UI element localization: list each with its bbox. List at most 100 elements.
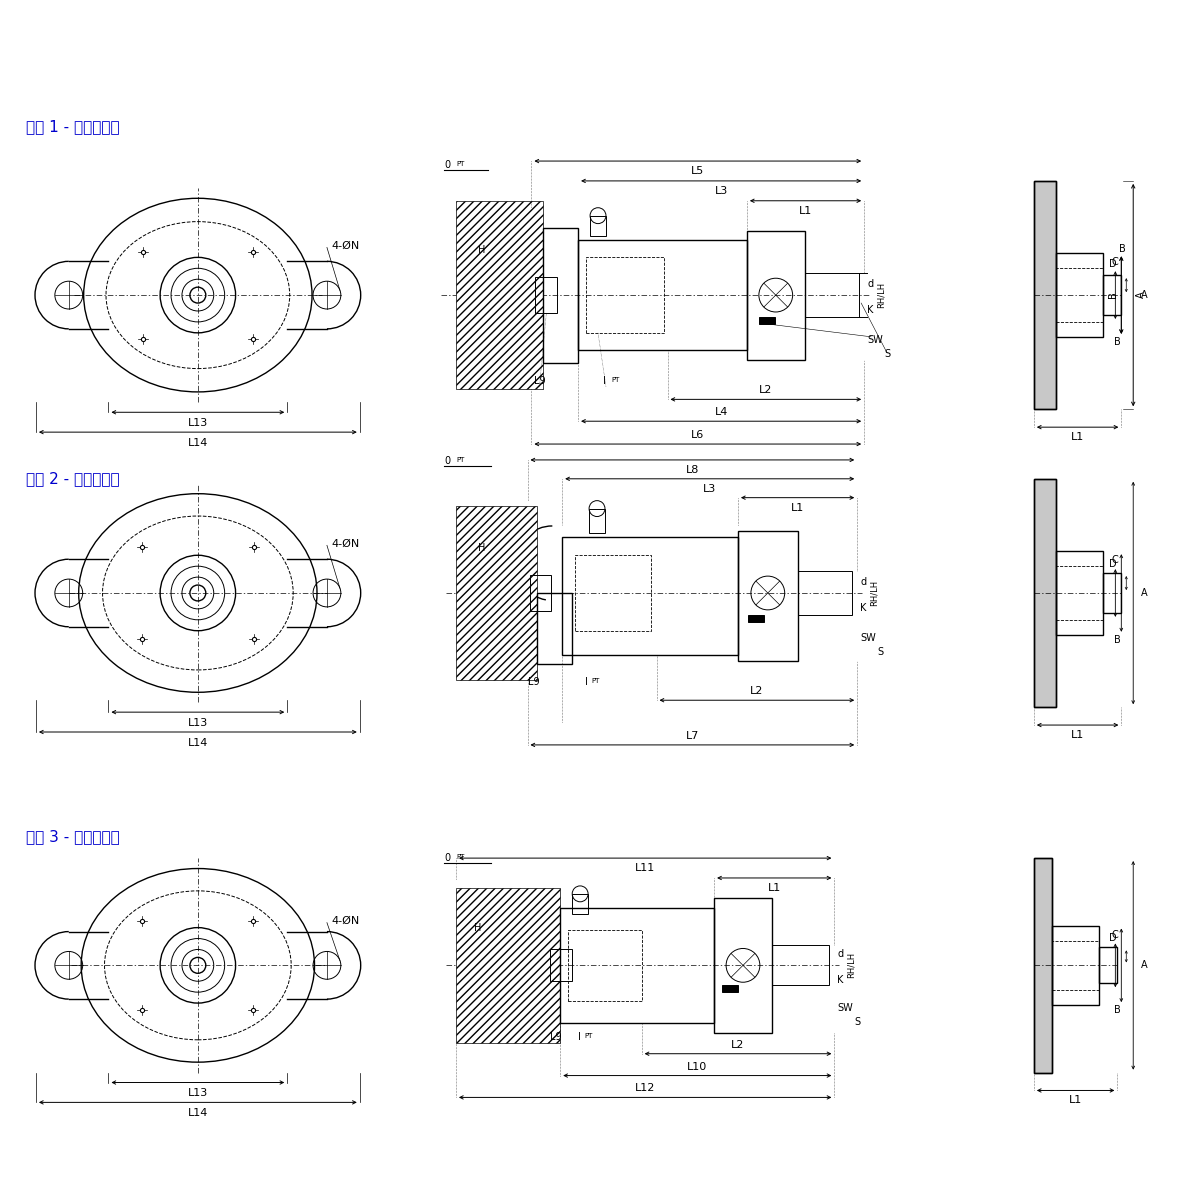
Text: RH/LH: RH/LH	[870, 580, 878, 606]
Text: A: A	[1136, 292, 1146, 298]
Text: D: D	[1109, 560, 1117, 569]
Text: PT: PT	[456, 854, 464, 860]
Text: L1: L1	[1070, 730, 1085, 741]
Bar	[1034, 858, 1051, 1073]
Bar	[804, 273, 859, 317]
Text: C: C	[1111, 258, 1118, 267]
Bar	[456, 888, 560, 1042]
Bar	[590, 215, 606, 235]
Text: B: B	[1115, 1006, 1121, 1015]
Text: A: A	[1141, 290, 1147, 300]
Text: L9: L9	[550, 1032, 562, 1042]
Bar	[748, 615, 764, 622]
Text: L13: L13	[187, 1088, 208, 1099]
Text: L14: L14	[187, 738, 208, 748]
Text: PT: PT	[611, 377, 619, 383]
Bar	[1051, 940, 1099, 990]
Text: H: H	[478, 543, 485, 554]
Text: 0: 0	[444, 455, 450, 466]
Text: L9: L9	[534, 376, 545, 387]
Text: 0: 0	[444, 853, 450, 864]
Bar	[589, 509, 605, 534]
Text: L1: L1	[768, 883, 781, 893]
Text: I: I	[578, 1032, 581, 1042]
Text: D: D	[1109, 259, 1117, 270]
Text: 4-ØN: 4-ØN	[332, 538, 360, 549]
Bar	[1056, 269, 1104, 322]
Text: H: H	[478, 245, 485, 256]
Bar	[1056, 551, 1104, 635]
Bar	[1099, 948, 1117, 983]
Bar	[569, 930, 642, 1001]
Bar	[572, 894, 588, 913]
Bar	[714, 898, 772, 1033]
Text: H: H	[474, 923, 481, 932]
Text: L2: L2	[731, 1040, 745, 1049]
Text: 形式 2 - 内管固定式: 形式 2 - 内管固定式	[26, 471, 120, 486]
Bar	[575, 555, 650, 631]
Text: L13: L13	[187, 718, 208, 728]
Text: L7: L7	[685, 731, 700, 741]
Text: L1: L1	[799, 206, 812, 215]
Text: d: d	[860, 577, 866, 587]
Bar	[772, 945, 829, 985]
Text: C: C	[1111, 930, 1118, 939]
Text: SW: SW	[860, 633, 876, 642]
Bar	[578, 240, 746, 350]
Text: 形式 3 - 内管固定式: 形式 3 - 内管固定式	[26, 829, 120, 843]
Text: L1: L1	[1069, 1095, 1082, 1105]
Text: PT: PT	[592, 678, 600, 684]
Text: B: B	[1115, 337, 1121, 347]
Text: B: B	[1115, 634, 1121, 645]
Bar	[1056, 567, 1104, 620]
Text: 形式 1 - 内管固定式: 形式 1 - 内管固定式	[26, 118, 120, 134]
Text: RH/LH: RH/LH	[876, 282, 886, 308]
Bar	[1034, 181, 1056, 409]
Bar	[1056, 253, 1104, 337]
Bar	[535, 277, 557, 313]
Text: L1: L1	[791, 503, 804, 512]
Text: L12: L12	[635, 1084, 655, 1093]
Text: PT: PT	[456, 457, 464, 463]
Bar	[1034, 479, 1056, 707]
Text: I: I	[604, 376, 606, 387]
Text: 4-ØN: 4-ØN	[332, 240, 360, 251]
Text: A: A	[1141, 588, 1147, 597]
Bar	[586, 258, 664, 332]
Text: SW: SW	[868, 335, 883, 344]
Bar	[560, 907, 714, 1023]
Bar	[738, 531, 798, 660]
Bar	[758, 317, 775, 324]
Text: S: S	[854, 1017, 860, 1027]
Text: L11: L11	[635, 864, 655, 873]
Text: D: D	[1109, 932, 1117, 943]
Bar	[798, 571, 852, 615]
Text: B: B	[1120, 245, 1126, 254]
Bar	[746, 231, 804, 360]
Bar	[456, 505, 538, 680]
Text: 4-ØN: 4-ØN	[332, 916, 360, 925]
Bar	[1104, 573, 1121, 613]
Text: PT: PT	[584, 1033, 593, 1039]
Text: A: A	[1141, 961, 1147, 970]
Text: K: K	[868, 305, 874, 315]
Text: PT: PT	[456, 161, 464, 167]
Bar	[722, 985, 738, 993]
Text: d: d	[838, 950, 844, 959]
Text: K: K	[860, 603, 866, 613]
Text: SW: SW	[838, 1003, 853, 1013]
Bar	[551, 950, 572, 981]
Text: d: d	[868, 279, 874, 289]
Text: K: K	[838, 975, 844, 985]
Text: L3: L3	[714, 186, 727, 196]
Text: L2: L2	[760, 386, 773, 395]
Text: 0: 0	[444, 160, 450, 170]
Bar	[1034, 858, 1051, 1073]
Bar	[1034, 181, 1056, 409]
Text: S: S	[884, 349, 890, 358]
Text: L9: L9	[528, 678, 539, 687]
Bar	[456, 201, 544, 389]
Text: L8: L8	[685, 465, 700, 474]
Text: L10: L10	[688, 1061, 708, 1072]
Bar	[1104, 276, 1121, 315]
